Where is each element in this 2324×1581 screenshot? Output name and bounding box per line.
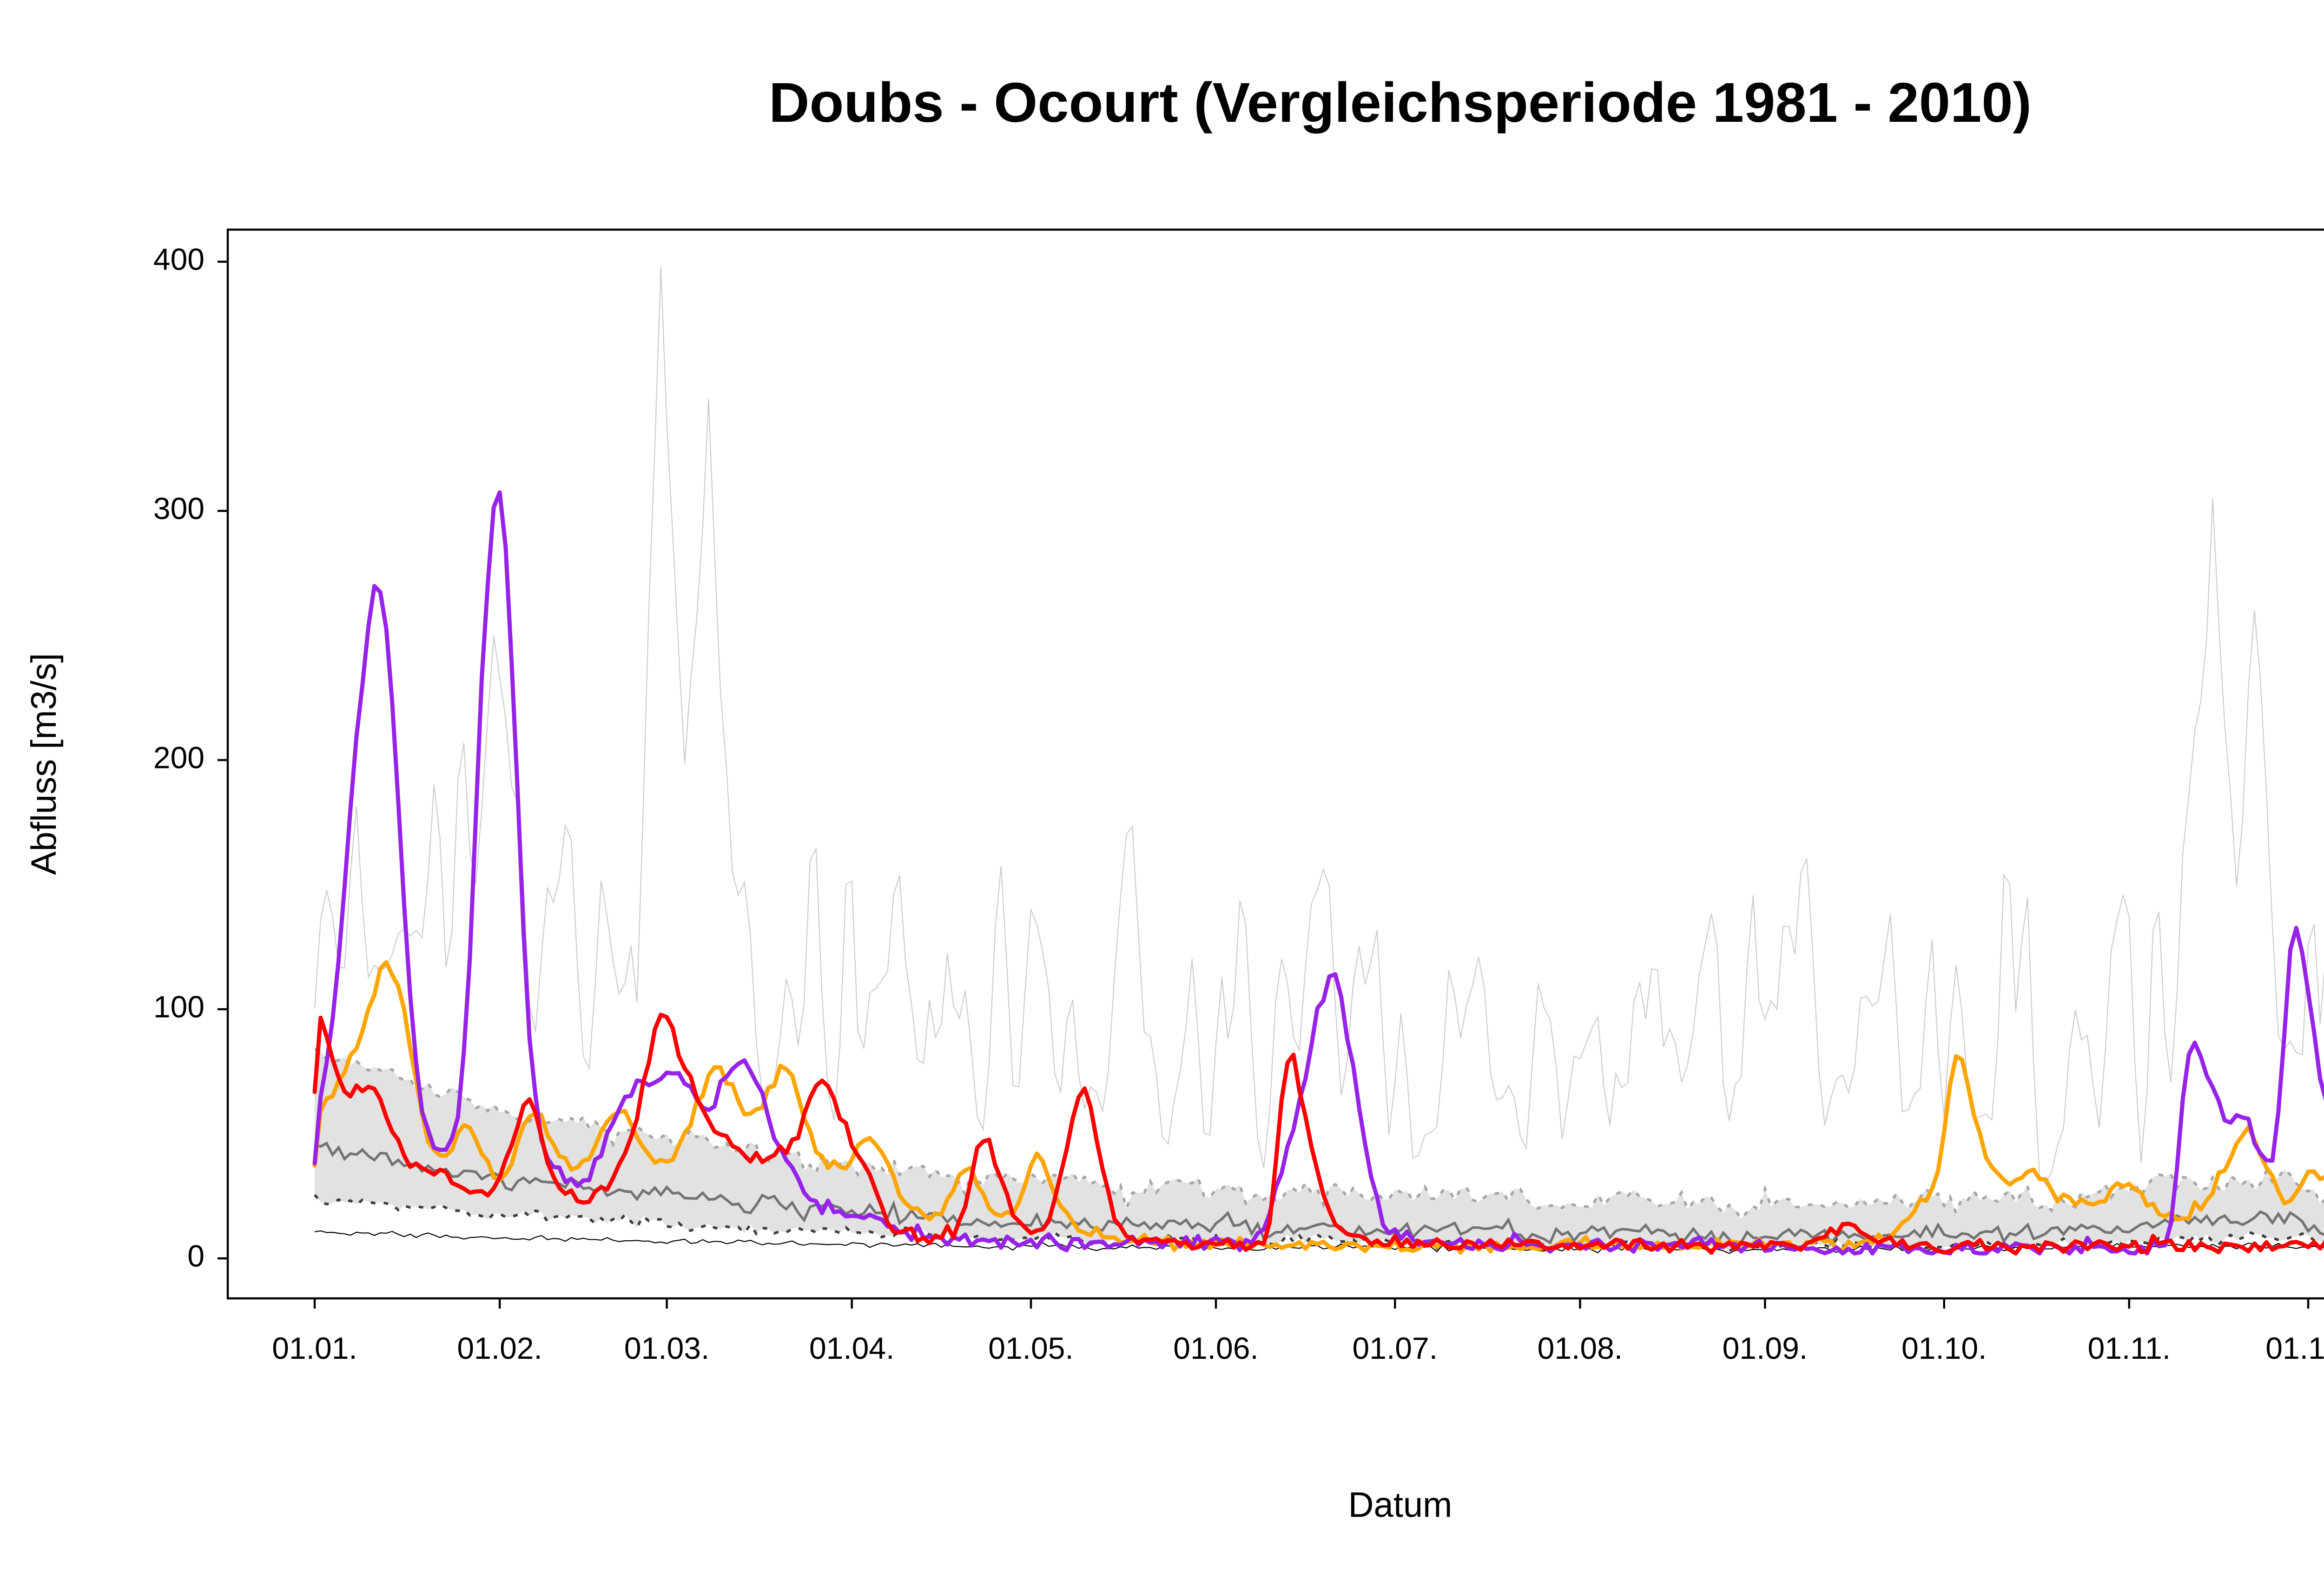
svg-text:01.07.: 01.07.	[1353, 1331, 1438, 1365]
svg-text:0: 0	[187, 1238, 205, 1273]
svg-text:01.06.: 01.06.	[1173, 1331, 1259, 1365]
svg-text:01.02.: 01.02.	[457, 1331, 542, 1365]
svg-text:Abfluss [m3/s]: Abfluss [m3/s]	[24, 653, 64, 875]
svg-text:200: 200	[153, 740, 205, 774]
svg-text:01.05.: 01.05.	[988, 1331, 1074, 1365]
svg-text:01.10.: 01.10.	[1901, 1331, 1987, 1365]
svg-text:01.03.: 01.03.	[624, 1331, 710, 1365]
svg-text:100: 100	[153, 989, 205, 1024]
svg-text:Datum: Datum	[1348, 1485, 1452, 1525]
svg-text:400: 400	[153, 242, 205, 276]
svg-text:01.12.: 01.12.	[2265, 1331, 2324, 1365]
svg-text:01.11.: 01.11.	[2087, 1331, 2171, 1365]
svg-text:01.01.: 01.01.	[272, 1331, 357, 1365]
svg-text:01.08.: 01.08.	[1538, 1331, 1623, 1365]
svg-text:300: 300	[153, 491, 205, 525]
svg-text:01.09.: 01.09.	[1723, 1331, 1808, 1365]
svg-text:01.04.: 01.04.	[809, 1331, 895, 1365]
